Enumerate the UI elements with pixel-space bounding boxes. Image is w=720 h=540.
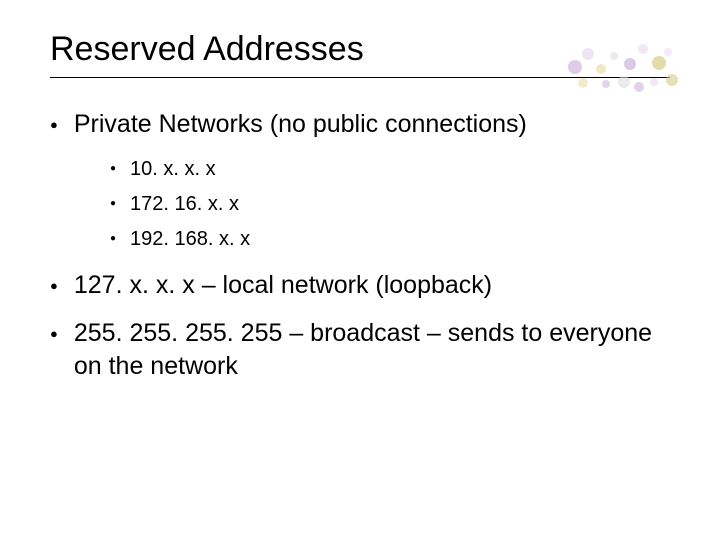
bullet-icon: ● [110,164,116,174]
deco-dot [602,80,610,88]
bullet-icon: ● [50,279,58,292]
bullet-icon: ● [50,118,58,131]
bullet-lvl2: ● 10. x. x. x [110,156,670,183]
bullet-text: 192. 168. x. x [130,226,670,253]
bullet-icon: ● [50,327,58,340]
deco-dot [650,78,658,86]
slide-title: Reserved Addresses [50,30,670,69]
title-underline [50,77,670,78]
bullet-text: Private Networks (no public connections) [74,108,670,142]
bullet-lvl2: ● 192. 168. x. x [110,226,670,253]
bullet-icon: ● [110,199,116,209]
bullet-lvl1: ● Private Networks (no public connection… [50,108,670,142]
bullet-text: 10. x. x. x [130,156,670,183]
bullet-text: 255. 255. 255. 255 – broadcast – sends t… [74,317,670,385]
deco-dot [634,82,644,92]
bullet-text: 172. 16. x. x [130,191,670,218]
slide: Reserved Addresses ● Private Networks (n… [0,0,720,540]
bullet-text: 127. x. x. x – local network (loopback) [74,269,670,303]
bullet-lvl1: ● 255. 255. 255. 255 – broadcast – sends… [50,317,670,385]
sub-bullet-group: ● 10. x. x. x ● 172. 16. x. x ● 192. 168… [50,156,670,253]
bullet-lvl2: ● 172. 16. x. x [110,191,670,218]
deco-dot [666,74,678,86]
bullet-icon: ● [110,234,116,244]
deco-dot [578,78,588,88]
bullet-lvl1: ● 127. x. x. x – local network (loopback… [50,269,670,303]
